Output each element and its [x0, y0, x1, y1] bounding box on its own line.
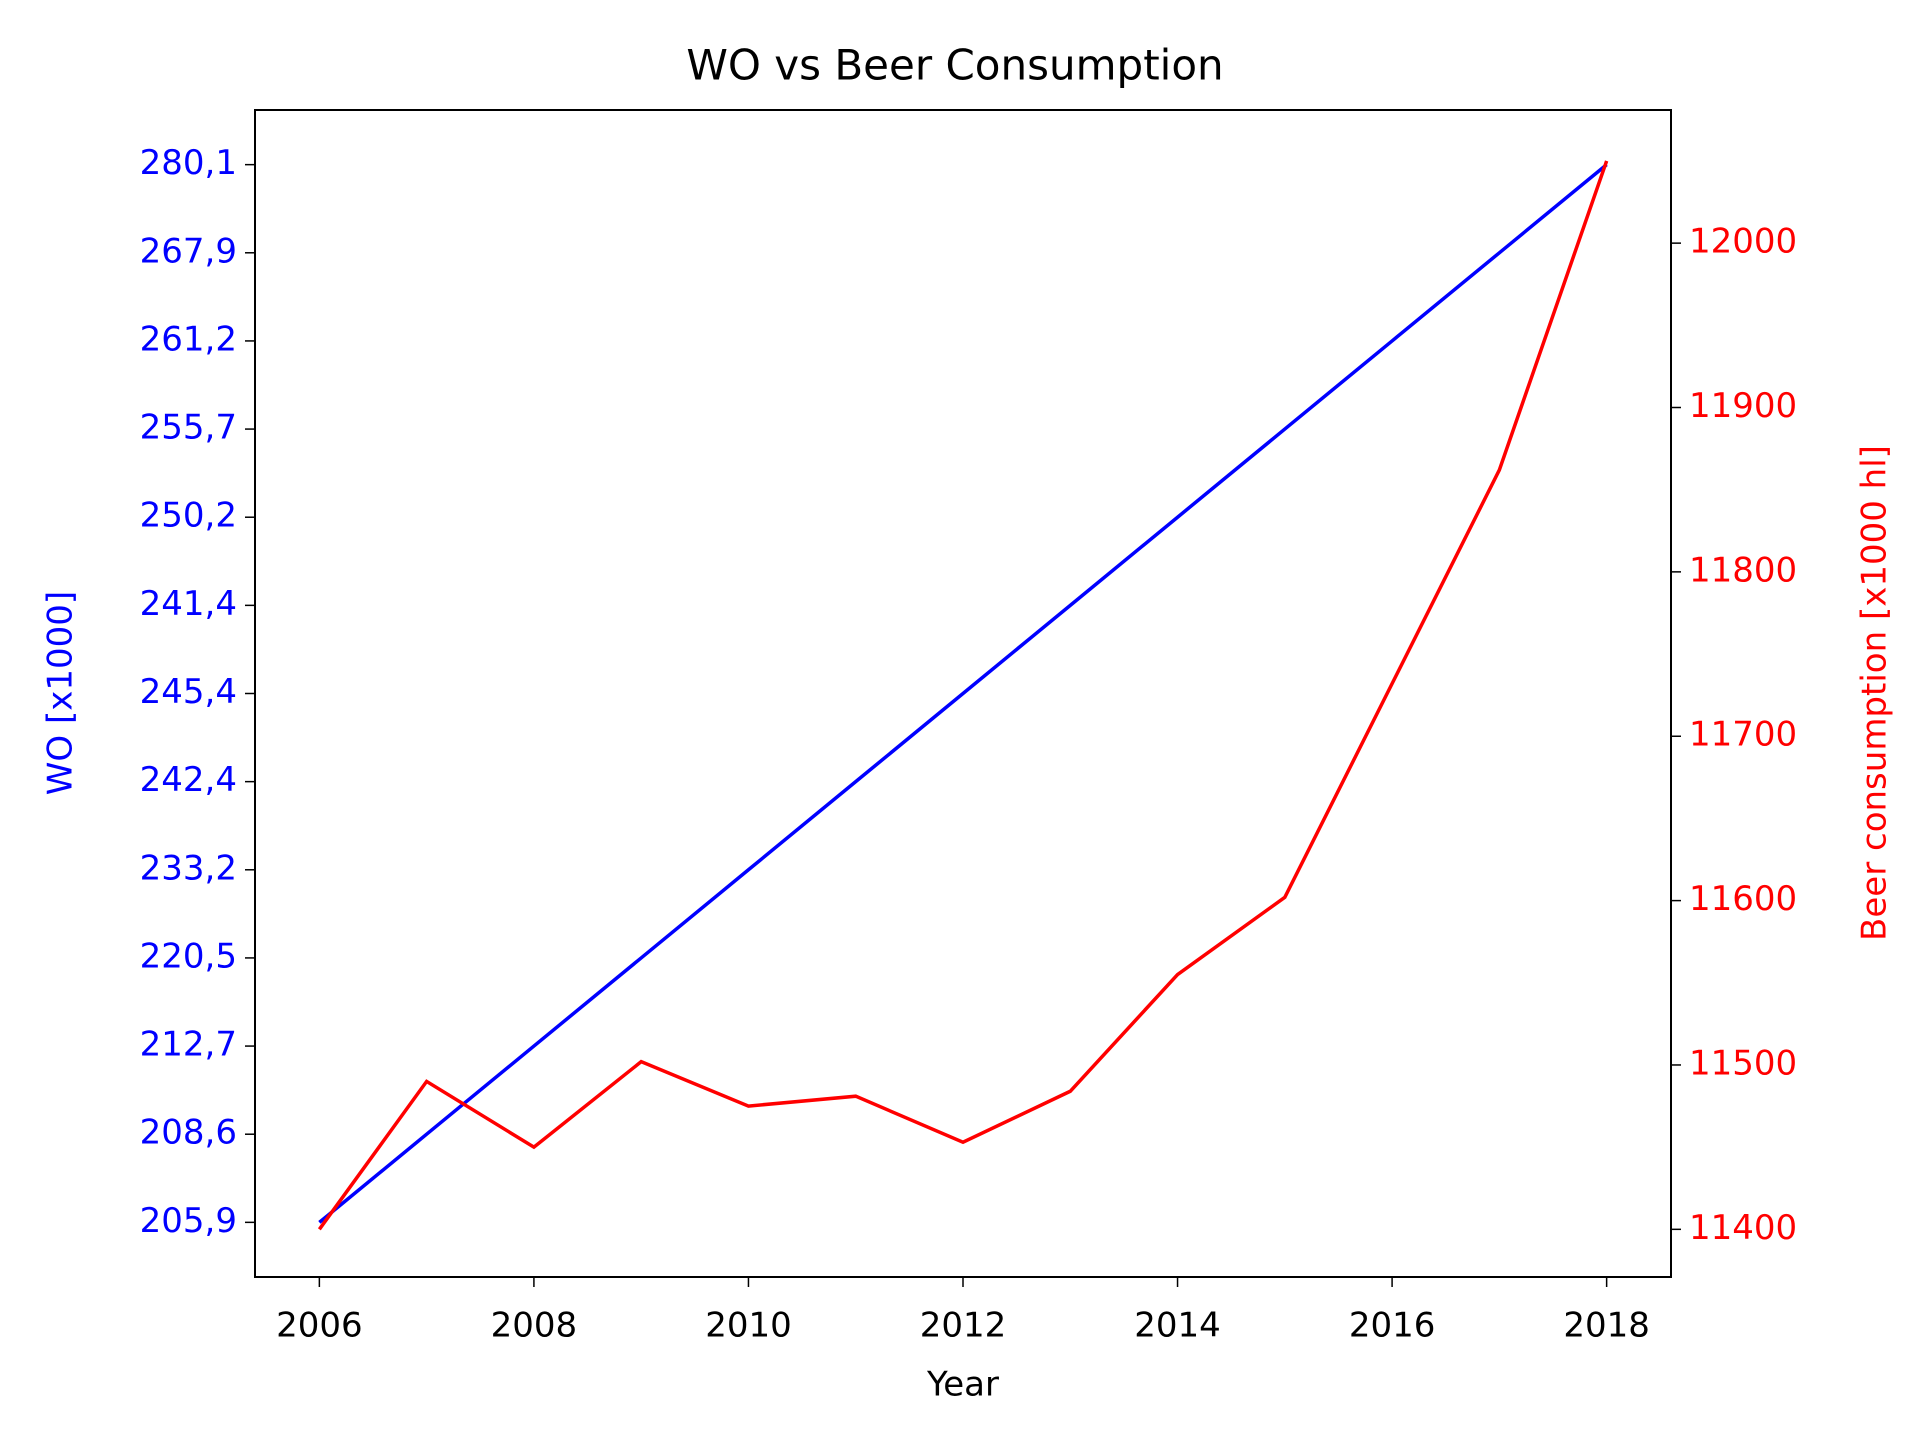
y2-axis-label: Beer consumption [x1000 hl] — [1855, 445, 1895, 941]
y-tick-label: 233,2 — [140, 848, 237, 888]
plot-frame — [254, 109, 1672, 1278]
y2-tick-label: 11900 — [1689, 386, 1797, 426]
y2-tick-label: 11400 — [1689, 1208, 1797, 1248]
data-line — [318, 163, 1608, 1224]
y-tick-label: 242,4 — [140, 760, 237, 800]
y-tick-label: 205,9 — [140, 1201, 237, 1241]
y-tick-label: 267,9 — [140, 231, 237, 271]
x-tick-label: 2018 — [1563, 1306, 1650, 1346]
y-tick-label: 261,2 — [140, 319, 237, 359]
y2-tick-label: 11700 — [1689, 715, 1797, 755]
x-tick-label: 2008 — [491, 1306, 578, 1346]
x-tick-label: 2010 — [705, 1306, 792, 1346]
y-tick-label: 220,5 — [140, 936, 237, 976]
y-tick-label: 212,7 — [140, 1025, 237, 1065]
y-axis-label: WO [x1000] — [41, 591, 81, 795]
y2-tick-label: 11800 — [1689, 550, 1797, 590]
y-tick-label: 245,4 — [140, 672, 237, 712]
y2-tick-label: 11600 — [1689, 879, 1797, 919]
y2-tick-label: 12000 — [1689, 222, 1797, 262]
x-tick-label: 2016 — [1349, 1306, 1436, 1346]
y-tick-label: 255,7 — [140, 408, 237, 448]
y-tick-label: 280,1 — [140, 143, 237, 183]
y-tick-label: 241,4 — [140, 584, 237, 624]
x-tick-label: 2014 — [1134, 1306, 1221, 1346]
chart-title: WO vs Beer Consumption — [686, 41, 1223, 90]
data-line — [317, 160, 1609, 1231]
x-axis-label: Year — [926, 1365, 999, 1405]
x-tick-label: 2006 — [276, 1306, 363, 1346]
x-tick-label: 2012 — [920, 1306, 1007, 1346]
y-tick-label: 250,2 — [140, 496, 237, 536]
y-tick-label: 208,6 — [140, 1113, 237, 1153]
y2-tick-label: 11500 — [1689, 1043, 1797, 1083]
